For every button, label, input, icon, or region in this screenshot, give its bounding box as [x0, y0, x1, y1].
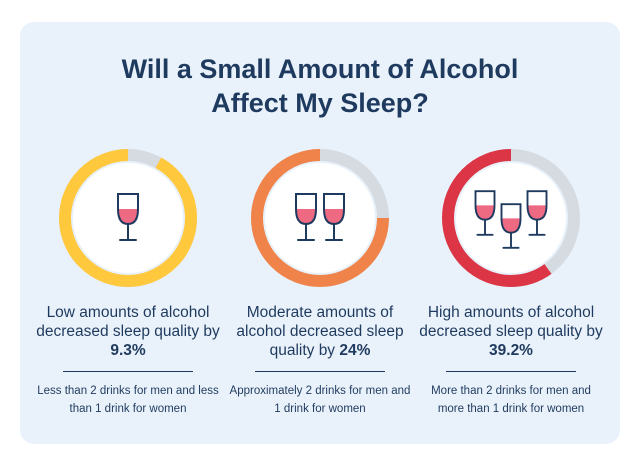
wine-glass-icon — [117, 193, 139, 241]
ring-chart-moderate — [251, 149, 389, 287]
page-title: Will a Small Amount of Alcohol Affect My… — [20, 52, 620, 120]
divider — [63, 371, 193, 372]
divider — [255, 371, 385, 372]
wine-glass-icon — [323, 193, 345, 241]
ring-inner — [265, 163, 375, 273]
panel-low: Low amounts of alcohol decreased sleep q… — [36, 146, 220, 418]
wine-glass-icon — [500, 203, 522, 249]
wine-glass-icon — [295, 193, 317, 241]
title-line-1: Will a Small Amount of Alcohol — [121, 54, 519, 84]
note-text: Less than 2 drinks for men and less than… — [37, 385, 219, 415]
panel-moderate: Moderate amounts of alcohol decreased sl… — [228, 146, 412, 418]
ring-chart-low — [59, 149, 197, 287]
stat-text: Moderate amounts of alcohol decreased sl… — [236, 304, 404, 359]
title-line-2: Affect My Sleep? — [211, 88, 429, 118]
ring-chart-high — [442, 149, 580, 287]
stat-text: High amounts of alcohol decreased sleep … — [419, 304, 603, 359]
stat-text: Low amounts of alcohol decreased sleep q… — [36, 304, 220, 359]
ring-progress — [59, 149, 197, 287]
wine-glass-icon — [526, 190, 548, 236]
note-text: More than 2 drinks for men and more than… — [431, 385, 591, 415]
ring-progress — [251, 149, 389, 287]
panel-high: High amounts of alcohol decreased sleep … — [419, 146, 603, 418]
stat-value: 24% — [339, 342, 371, 359]
wine-glass-icon — [474, 190, 496, 236]
stat-value: 9.3% — [110, 342, 146, 359]
note-text: Approximately 2 drinks for men and 1 dri… — [229, 385, 411, 415]
divider — [446, 371, 576, 372]
ring-inner — [456, 163, 566, 273]
infographic-card: Will a Small Amount of Alcohol Affect My… — [20, 22, 620, 444]
stat-value: 39.2% — [489, 342, 533, 359]
ring-progress — [442, 149, 580, 287]
